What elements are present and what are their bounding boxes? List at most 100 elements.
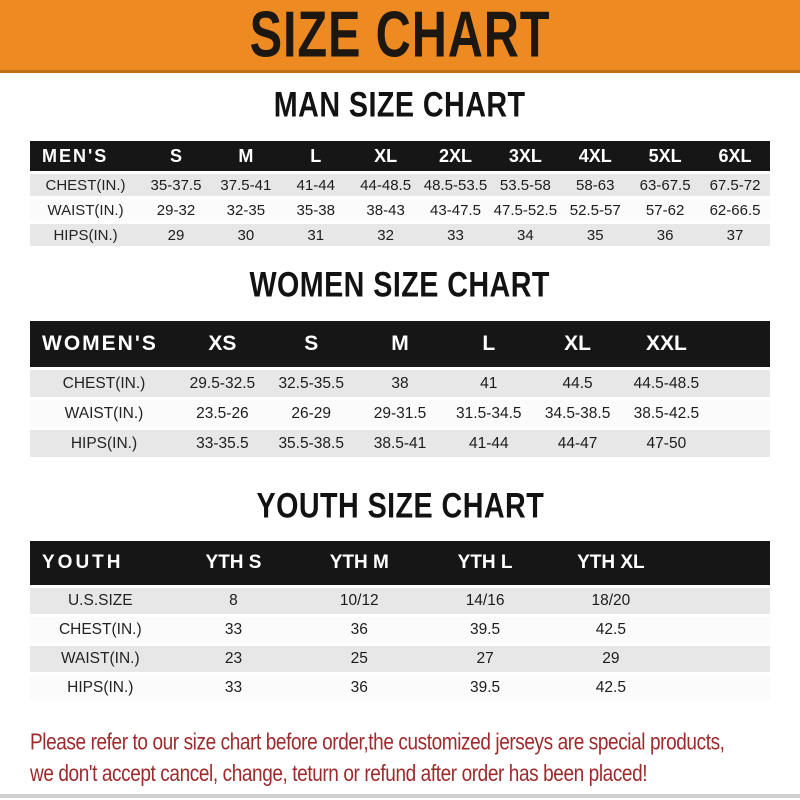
size-value: 35 — [560, 224, 631, 246]
table-row: U.S.SIZE 8 10/12 14/16 18/20 — [30, 588, 770, 614]
footer-note: Please refer to our size chart before or… — [30, 728, 800, 790]
row-spacer — [710, 430, 770, 457]
column-header: 6XL — [700, 141, 770, 171]
table-header-row: YOUTH YTH S YTH M YTH L YTH XL — [30, 541, 770, 585]
table-row: HIPS(IN.) 33-35.5 35.5-38.5 38.5-41 41-44 44-… — [30, 430, 770, 457]
table-row: WAIST(IN.) 29-32 32-35 35-38 38-43 43-47.5 47.… — [30, 199, 770, 221]
size-value: 39.5 — [422, 617, 548, 643]
size-value: 35-38 — [280, 199, 351, 221]
column-header: S — [266, 321, 356, 367]
size-table-youth: YOUTH YTH S YTH M YTH L YTH XL U.S.SIZE 8 10/12… — [30, 538, 770, 704]
size-table-men: MEN'S S M L XL 2XL 3XL 4XL 5XL 6XL CHEST(IN.) 35-37… — [30, 138, 770, 249]
size-value: 62-66.5 — [700, 199, 770, 221]
size-value: 41-44 — [280, 174, 351, 196]
size-value: 31 — [280, 224, 351, 246]
row-label: WAIST(IN.) — [30, 199, 142, 221]
table-corner-label: YOUTH — [30, 541, 171, 585]
column-header: YTH XL — [547, 541, 674, 585]
size-value: 38 — [355, 370, 445, 397]
size-value: 26-29 — [266, 400, 356, 427]
size-value: 33 — [170, 617, 297, 643]
size-value: 14/16 — [422, 588, 548, 614]
size-value: 36 — [296, 617, 423, 643]
banner: SIZE CHART — [0, 0, 800, 73]
column-header: 4XL — [560, 141, 631, 171]
table-row: WAIST(IN.) 23 25 27 29 — [30, 646, 770, 672]
size-value: 31.5-34.5 — [444, 400, 534, 427]
table-row: HIPS(IN.) 33 36 39.5 42.5 — [30, 675, 770, 701]
size-value: 29 — [547, 646, 674, 672]
size-value: 42.5 — [547, 675, 674, 701]
row-spacer — [673, 617, 770, 643]
table-header-row: MEN'S S M L XL 2XL 3XL 4XL 5XL 6XL — [30, 141, 770, 171]
row-spacer — [673, 675, 770, 701]
size-value: 27 — [422, 646, 548, 672]
row-label: CHEST(IN.) — [30, 370, 178, 397]
column-header: 5XL — [630, 141, 701, 171]
column-header: M — [355, 321, 445, 367]
size-value: 38-43 — [350, 199, 421, 221]
row-label: U.S.SIZE — [30, 588, 171, 614]
size-value: 29-31.5 — [355, 400, 445, 427]
size-value: 52.5-57 — [560, 199, 631, 221]
table-row: CHEST(IN.) 35-37.5 37.5-41 41-44 44-48.5 48.5… — [30, 174, 770, 196]
row-label: WAIST(IN.) — [30, 646, 171, 672]
row-label: HIPS(IN.) — [30, 430, 178, 457]
size-value: 29 — [141, 224, 211, 246]
size-value: 34 — [490, 224, 561, 246]
size-value: 29-32 — [141, 199, 211, 221]
section-title-wrap: MAN SIZE CHART — [0, 84, 800, 125]
row-label: CHEST(IN.) — [30, 617, 171, 643]
size-value: 36 — [630, 224, 701, 246]
footer-line-2: we don't accept cancel, change, teturn o… — [30, 761, 648, 787]
header-spacer — [710, 321, 770, 367]
column-header: 2XL — [420, 141, 491, 171]
size-value: 63-67.5 — [630, 174, 701, 196]
row-label: HIPS(IN.) — [30, 224, 142, 246]
row-spacer — [673, 588, 770, 614]
footer-line-1: Please refer to our size chart before or… — [30, 730, 725, 756]
column-header: L — [444, 321, 534, 367]
size-value: 39.5 — [422, 675, 548, 701]
column-header: M — [210, 141, 281, 171]
size-value: 41-44 — [444, 430, 534, 457]
row-label: HIPS(IN.) — [30, 675, 171, 701]
section-title-wrap: YOUTH SIZE CHART — [0, 486, 800, 524]
size-value: 33 — [420, 224, 491, 246]
size-value: 41 — [444, 370, 534, 397]
size-value: 47.5-52.5 — [490, 199, 561, 221]
row-label: CHEST(IN.) — [30, 174, 142, 196]
size-value: 30 — [210, 224, 281, 246]
size-value: 18/20 — [547, 588, 674, 614]
table-corner-label: WOMEN'S — [30, 321, 178, 367]
column-header: XL — [350, 141, 421, 171]
size-value: 42.5 — [547, 617, 674, 643]
section-title-wrap: WOMEN SIZE CHART — [0, 264, 800, 305]
column-header: XXL — [621, 321, 711, 367]
column-header: L — [280, 141, 351, 171]
size-value: 38.5-41 — [355, 430, 445, 457]
size-table: YOUTH YTH S YTH M YTH L YTH XL U.S.SIZE 8 10/12… — [30, 538, 770, 704]
size-value: 33 — [170, 675, 297, 701]
size-value: 29.5-32.5 — [178, 370, 267, 397]
size-value: 33-35.5 — [178, 430, 267, 457]
size-value: 35.5-38.5 — [266, 430, 356, 457]
row-spacer — [710, 400, 770, 427]
size-value: 43-47.5 — [420, 199, 491, 221]
size-value: 23 — [170, 646, 297, 672]
size-value: 44-47 — [533, 430, 622, 457]
section-title-man: MAN SIZE CHART — [274, 84, 526, 125]
size-value: 25 — [296, 646, 423, 672]
column-header: S — [141, 141, 211, 171]
size-value: 32.5-35.5 — [266, 370, 356, 397]
size-value: 44.5-48.5 — [621, 370, 711, 397]
table-corner-label: MEN'S — [30, 141, 142, 171]
row-label: WAIST(IN.) — [30, 400, 178, 427]
size-value: 47-50 — [621, 430, 711, 457]
table-row: CHEST(IN.) 33 36 39.5 42.5 — [30, 617, 770, 643]
size-value: 53.5-58 — [490, 174, 561, 196]
section-title-women: WOMEN SIZE CHART — [249, 264, 551, 305]
header-spacer — [673, 541, 770, 585]
table-row: WAIST(IN.) 23.5-26 26-29 29-31.5 31.5-34.5 34… — [30, 400, 770, 427]
